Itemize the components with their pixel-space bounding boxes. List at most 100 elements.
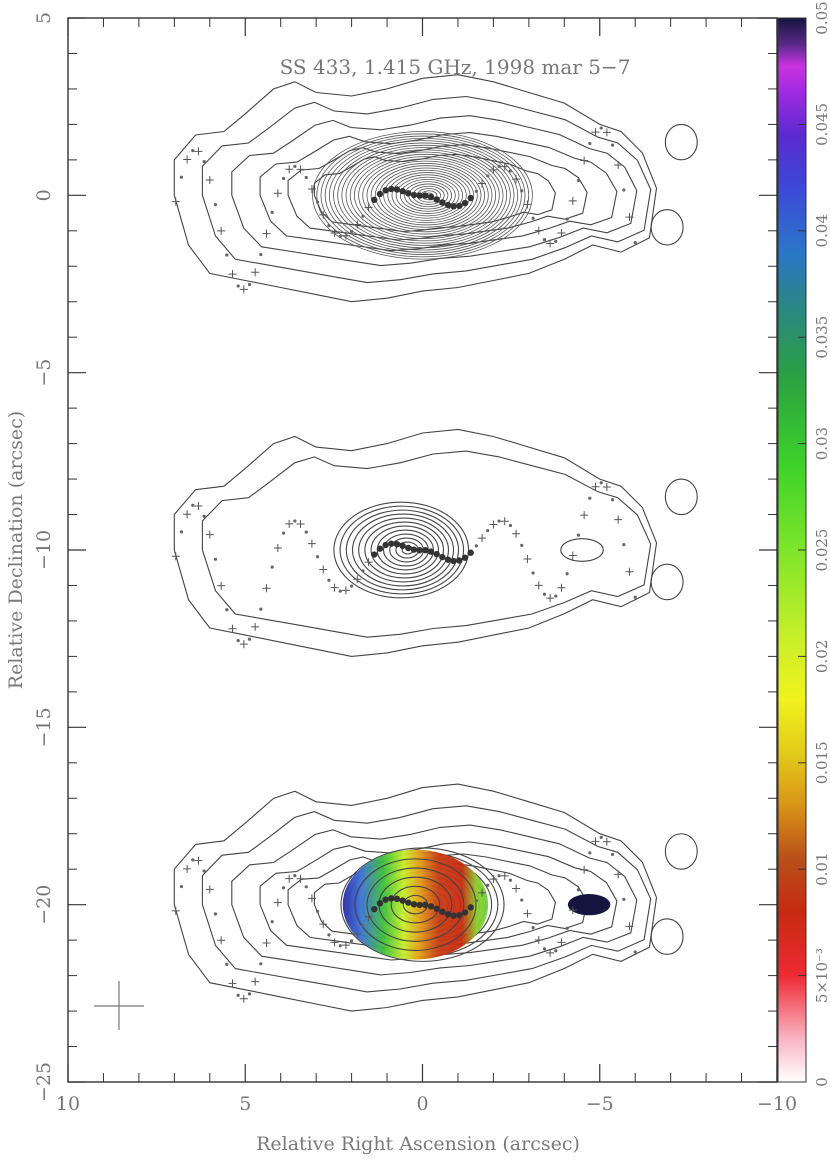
- jet-model-plus: [557, 229, 566, 238]
- jet-model-plus: [512, 175, 521, 184]
- jet-model-dot: [474, 544, 478, 548]
- contour-line: [650, 208, 684, 246]
- jet-model-plus: [205, 530, 214, 539]
- contour-line: [362, 158, 489, 233]
- jet-model-plus: [625, 922, 634, 931]
- jet-model-dot: [327, 933, 331, 937]
- colorbar-tick-label: 0.03: [813, 427, 830, 460]
- jet-model-plus: [171, 197, 180, 206]
- jet-model-plus: [489, 165, 498, 174]
- jet-core-marker: [450, 557, 457, 565]
- colorbar-tick-label: 5×10⁻³: [813, 948, 830, 1003]
- jet-model-dot: [236, 639, 240, 643]
- jet-model-dot: [622, 188, 626, 192]
- contour-line: [345, 149, 504, 242]
- contour-line: [664, 478, 698, 516]
- jet-model-dot: [247, 992, 252, 996]
- jet-model-plus: [183, 510, 192, 519]
- contour-line: [390, 885, 441, 924]
- x-tick-label: 10: [56, 1093, 80, 1115]
- jet-model-plus: [205, 885, 214, 894]
- jet-core-marker: [456, 911, 463, 919]
- jet-model-plus: [602, 128, 611, 137]
- jet-core-marker: [444, 556, 452, 563]
- jet-model-dot: [622, 543, 626, 547]
- jet-model-dot: [588, 141, 592, 146]
- contour-line: [353, 153, 497, 237]
- jet-core-marker: [450, 912, 457, 919]
- jet-model-dot: [293, 519, 297, 523]
- jet-core-marker: [444, 911, 452, 918]
- jet-core-marker: [427, 903, 435, 910]
- jet-model-plus: [319, 565, 328, 574]
- contour-line: [333, 501, 470, 599]
- jet-model-plus: [217, 936, 226, 945]
- jet-model-dot: [554, 949, 558, 953]
- jet-model-dot: [315, 909, 320, 914]
- colorbar-tick-label: 0.01: [813, 852, 830, 885]
- jet-model-plus: [602, 483, 611, 492]
- contour-line: [391, 174, 464, 217]
- jet-core-marker: [427, 193, 435, 201]
- contour-line: [370, 525, 440, 575]
- jet-core-marker: [439, 199, 446, 206]
- jet-model-dot: [542, 237, 547, 242]
- colorbar-tick-label: 0.015: [813, 741, 830, 784]
- jet-model-dot: [281, 531, 286, 535]
- jet-model-dot: [497, 519, 501, 523]
- jet-model-dot: [599, 481, 603, 485]
- x-axis-title: Relative Right Ascension (arcsec): [256, 1133, 580, 1155]
- jet-model-plus: [183, 155, 192, 164]
- jet-model-dot: [202, 869, 206, 873]
- jet-core-marker: [461, 909, 469, 916]
- colorbar-tick-label: 0.05: [813, 1, 830, 34]
- jet-core-marker: [393, 186, 401, 193]
- jet-model-dot: [327, 578, 331, 582]
- jet-model-dot: [304, 885, 308, 889]
- jet-model-plus: [591, 837, 600, 846]
- jet-model-dot: [304, 175, 308, 180]
- jet-model-plus: [183, 864, 192, 873]
- colorbar-tick-label: 0: [813, 1077, 830, 1087]
- jet-model-dot: [338, 944, 342, 948]
- jet-model-plus: [512, 529, 521, 538]
- jet-model-dot: [293, 164, 297, 168]
- contour-line: [320, 135, 526, 255]
- contour-line: [287, 144, 588, 241]
- x-tick-label: 0: [416, 1093, 428, 1115]
- knot-intensity-region: [567, 894, 611, 916]
- jet-core-marker: [433, 196, 440, 203]
- jet-model-dot: [270, 565, 274, 569]
- jet-core-marker: [399, 542, 406, 550]
- jet-model-plus: [330, 583, 339, 592]
- contour-line: [366, 867, 465, 942]
- jet-model-dot: [338, 234, 342, 239]
- jet-model-dot: [213, 557, 218, 561]
- jet-model-plus: [262, 229, 271, 238]
- jet-core-marker: [388, 540, 395, 547]
- jet-model-plus: [523, 909, 532, 918]
- jet-model-dot: [497, 874, 501, 878]
- jet-model-plus: [307, 539, 316, 548]
- jet-model-dot: [259, 252, 263, 257]
- jet-model-plus: [296, 520, 305, 529]
- jet-model-dot: [236, 284, 240, 288]
- jet-core-marker: [410, 191, 418, 199]
- jet-model-plus: [364, 912, 373, 921]
- jet-model-plus: [171, 906, 180, 915]
- jet-model-plus: [273, 898, 282, 907]
- jet-model-plus: [217, 581, 226, 590]
- jet-model-plus: [228, 979, 237, 988]
- jet-core-marker: [422, 546, 429, 554]
- contour-line: [339, 505, 465, 595]
- contour-line: [650, 563, 684, 601]
- jet-model-plus: [534, 935, 543, 944]
- jet-model-plus: [251, 622, 260, 631]
- contour-line: [650, 918, 684, 955]
- jet-model-plus: [205, 176, 214, 185]
- contour-line: [173, 783, 658, 1012]
- y-axis-title: Relative Declination (arcsec): [5, 411, 27, 689]
- contour-line: [366, 160, 486, 230]
- contour-line: [333, 142, 515, 249]
- jet-model-plus: [557, 583, 566, 592]
